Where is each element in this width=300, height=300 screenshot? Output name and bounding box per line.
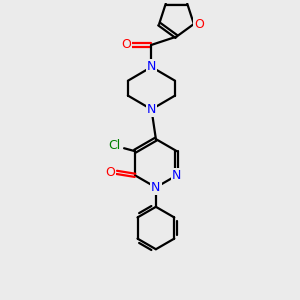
Text: N: N: [172, 169, 182, 182]
Text: O: O: [121, 38, 131, 51]
Text: N: N: [151, 181, 160, 194]
Text: O: O: [105, 166, 115, 179]
Text: Cl: Cl: [108, 139, 121, 152]
Text: O: O: [194, 17, 204, 31]
Text: N: N: [147, 103, 156, 116]
Text: N: N: [147, 61, 156, 74]
